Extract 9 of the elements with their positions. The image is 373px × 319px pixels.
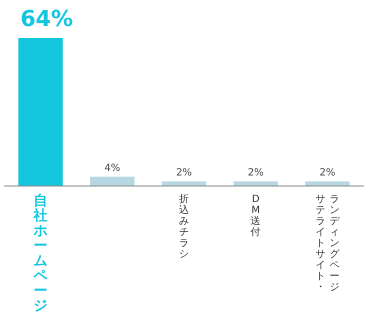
x-tick-label: 自社ホームページ [33, 193, 48, 316]
data-label: 64% [20, 7, 74, 32]
data-label: 2% [176, 167, 192, 178]
x-tick-label: 折込みチラシ [178, 194, 190, 262]
data-label: 4% [104, 162, 120, 174]
x-tick-label: DM送付 [250, 194, 262, 240]
data-label: 2% [319, 167, 336, 178]
category-label: サテライトサイト・ランディングページ [315, 194, 340, 293]
data-label: 2% [248, 167, 264, 178]
